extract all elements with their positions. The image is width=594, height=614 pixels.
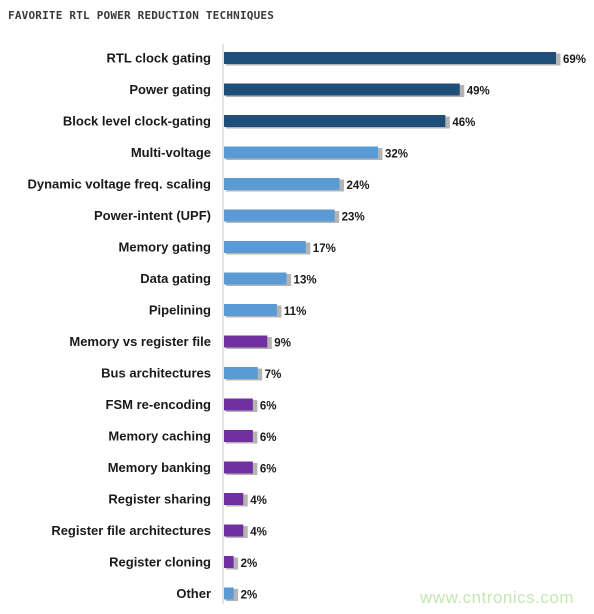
category-label: Other [176,586,211,601]
bar [224,587,234,600]
value-label: 17% [313,243,336,255]
value-label: 6% [260,464,277,476]
bar [224,146,378,159]
category-label: Memory caching [108,429,211,444]
bar [224,178,340,190]
bar [224,398,253,411]
value-label: 69% [563,54,586,66]
bar [224,493,244,505]
value-label: 9% [274,338,291,350]
value-label: 23% [342,212,365,224]
bar [224,115,446,127]
chart-title: FAVORITE RTL POWER REDUCTION TECHNIQUES [8,9,275,22]
bars-group: RTL clock gating 69% Power gating 49% Block … [27,51,586,602]
category-label: Dynamic voltage freq. scaling [27,177,211,192]
bar [224,556,234,568]
category-label: Multi-voltage [131,145,211,160]
category-label: Memory gating [119,240,212,255]
value-label: 49% [467,86,490,98]
bar [224,430,253,442]
bar [224,272,287,285]
category-label: Data gating [140,271,211,286]
bar [224,367,258,379]
value-label: 7% [265,369,282,381]
value-label: 4% [250,527,267,539]
bar [224,52,556,64]
category-label: Register file architectures [51,523,211,538]
category-label: Bus architectures [101,366,211,381]
bar [224,241,306,253]
bar [224,524,244,537]
category-label: FSM re-encoding [106,397,212,412]
value-label: 4% [250,495,267,507]
bar [224,83,460,96]
value-label: 2% [241,590,258,602]
category-label: Power gating [129,82,211,97]
category-label: Memory vs register file [69,334,211,349]
bar [224,461,253,474]
category-label: Register cloning [109,555,211,570]
category-label: Power-intent (UPF) [94,208,211,223]
category-label: Block level clock-gating [63,114,211,129]
watermark: www.cntronics.com [420,588,574,607]
value-label: 13% [294,275,317,287]
bar [224,209,335,222]
category-label: Register sharing [108,492,211,507]
bar [224,304,277,316]
bar [224,335,268,348]
value-label: 6% [260,401,277,413]
category-label: Pipelining [149,303,211,318]
category-label: RTL clock gating [107,51,212,66]
value-label: 2% [241,558,258,570]
value-label: 46% [452,117,475,129]
value-label: 6% [260,432,277,444]
value-label: 24% [346,180,369,192]
value-label: 11% [284,306,306,318]
category-label: Memory banking [108,460,211,475]
value-label: 32% [385,149,408,161]
